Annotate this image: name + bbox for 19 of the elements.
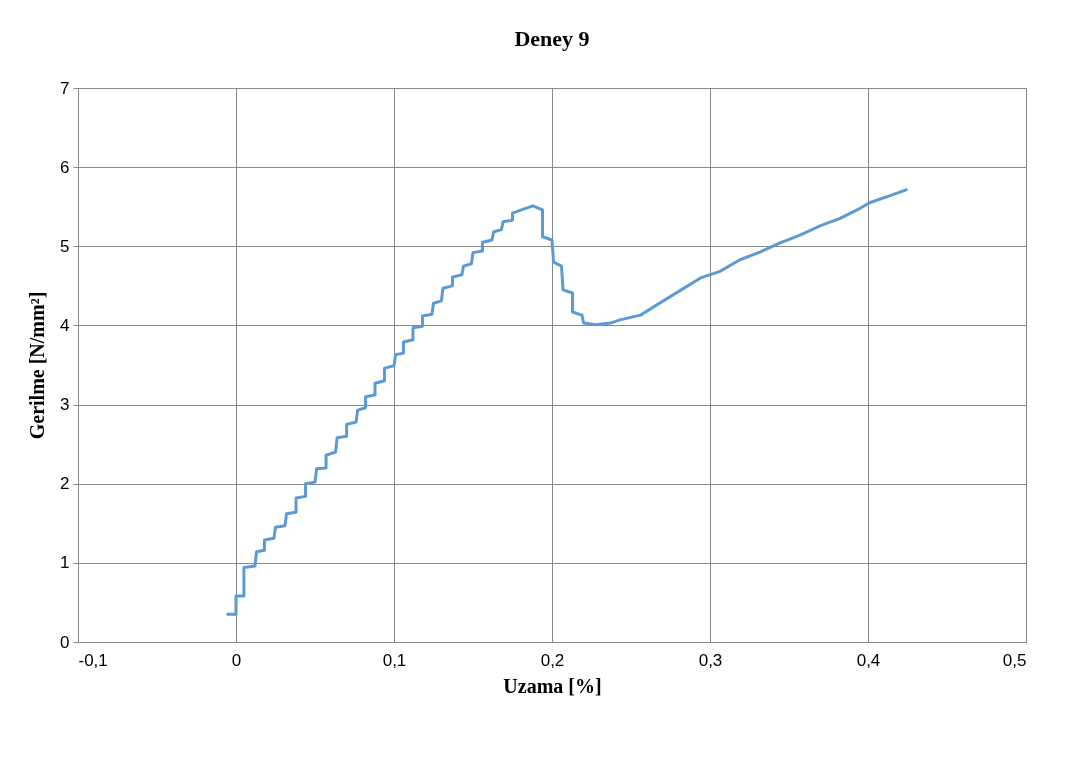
x-axis-title: Uzama [%]: [503, 674, 602, 697]
x-tick-label: 0,4: [856, 650, 881, 670]
chart-title: Deney 9: [514, 26, 590, 51]
x-tick-label: 0,2: [540, 650, 565, 670]
y-axis-title: Gerilme [N/mm²]: [26, 291, 49, 440]
x-tick-label: 0: [231, 650, 242, 670]
y-tick-label: 2: [60, 474, 70, 494]
y-tick-label: 6: [60, 157, 70, 177]
y-tick-label: 5: [60, 236, 70, 256]
y-tick-label: 0: [60, 632, 70, 652]
y-tick-label: 3: [60, 395, 70, 415]
x-tick-label: 0,1: [382, 650, 407, 670]
y-tick-label: 4: [60, 315, 70, 335]
x-tick-label: -0,1: [78, 650, 108, 670]
y-tick-label: 7: [60, 78, 70, 98]
y-tick-label: 1: [60, 553, 70, 573]
x-tick-label: 0,3: [698, 650, 723, 670]
line-series: [225, 187, 909, 616]
x-tick-label: 0,5: [1002, 650, 1027, 670]
